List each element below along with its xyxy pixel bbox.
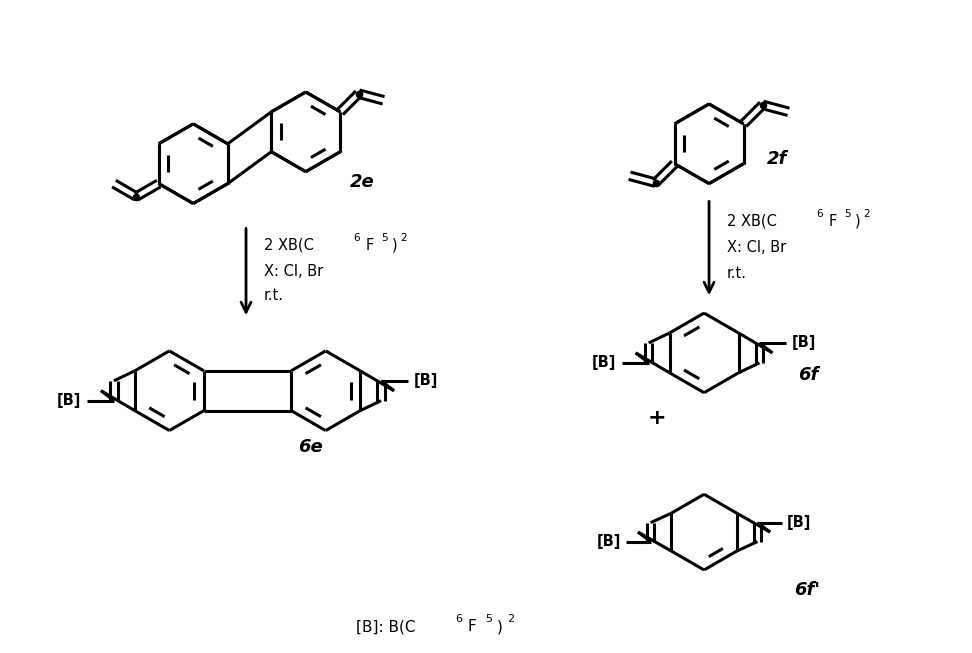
Text: 5: 5 bbox=[381, 233, 388, 244]
Text: 6: 6 bbox=[816, 210, 823, 219]
Text: F: F bbox=[365, 238, 374, 253]
Text: [B]: [B] bbox=[57, 393, 82, 408]
Text: 5: 5 bbox=[485, 614, 492, 624]
Text: 6: 6 bbox=[354, 233, 361, 244]
Text: ): ) bbox=[854, 214, 860, 229]
Text: 2 XB(C: 2 XB(C bbox=[264, 238, 314, 253]
Text: X: Cl, Br: X: Cl, Br bbox=[264, 264, 324, 279]
Text: F: F bbox=[468, 619, 476, 634]
Text: 2f: 2f bbox=[767, 150, 787, 168]
Text: ): ) bbox=[497, 619, 503, 634]
Text: F: F bbox=[828, 214, 837, 229]
Text: 2: 2 bbox=[863, 210, 870, 219]
Text: X: Cl, Br: X: Cl, Br bbox=[727, 240, 786, 255]
Text: [B]: [B] bbox=[592, 355, 616, 370]
Text: r.t.: r.t. bbox=[264, 287, 284, 302]
Text: 6f: 6f bbox=[798, 366, 818, 384]
Text: 6e: 6e bbox=[298, 438, 323, 456]
Text: [B]: [B] bbox=[792, 336, 816, 351]
Text: 6f': 6f' bbox=[794, 581, 819, 599]
Text: [B]: B(C: [B]: B(C bbox=[356, 619, 415, 634]
Text: +: + bbox=[648, 407, 667, 428]
Text: [B]: [B] bbox=[597, 534, 621, 549]
Text: ): ) bbox=[392, 238, 397, 253]
Text: 2 XB(C: 2 XB(C bbox=[727, 214, 777, 229]
Text: 6: 6 bbox=[455, 614, 462, 624]
Text: r.t.: r.t. bbox=[727, 266, 746, 281]
Text: 5: 5 bbox=[845, 210, 851, 219]
Text: 2e: 2e bbox=[350, 172, 375, 191]
Text: 2: 2 bbox=[400, 233, 407, 244]
Text: 2: 2 bbox=[507, 614, 514, 624]
Text: [B]: [B] bbox=[787, 515, 812, 530]
Text: [B]: [B] bbox=[414, 374, 438, 389]
